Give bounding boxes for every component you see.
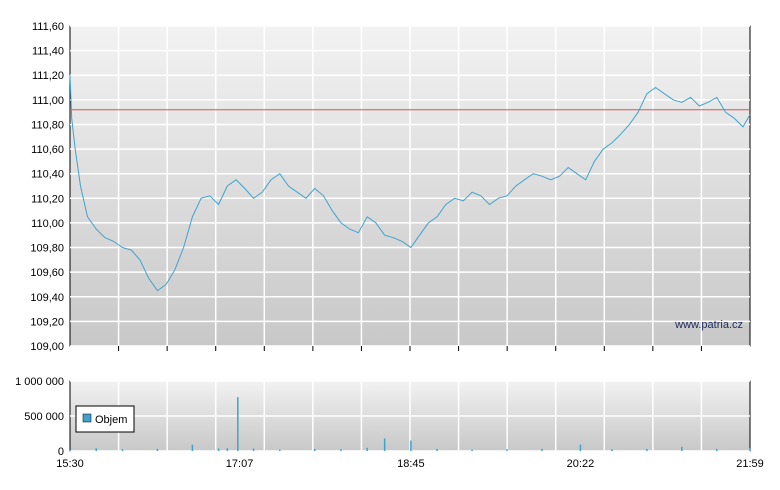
volume-grid bbox=[70, 380, 750, 452]
volume-panel: 1 000 000 500 000 0 15:30 17:07 18:45 20:22 21… bbox=[15, 376, 764, 470]
x-tick-label: 21:59 bbox=[736, 458, 764, 470]
x-tick-label: 18:45 bbox=[397, 458, 425, 470]
price-y-tick-label: 109,60 bbox=[30, 267, 64, 279]
price-y-tick-label: 110,80 bbox=[31, 119, 64, 131]
legend-label: Objem bbox=[95, 414, 127, 426]
x-tick-label: 20:22 bbox=[567, 458, 595, 470]
volume-bar bbox=[471, 449, 473, 451]
price-y-tick-label: 110,40 bbox=[31, 169, 64, 181]
volume-bars bbox=[69, 397, 751, 451]
volume-x-axis: 15:30 17:07 18:45 20:22 21:59 bbox=[56, 458, 764, 470]
price-y-tick-label: 111,60 bbox=[32, 21, 64, 33]
price-y-tick-label: 109,80 bbox=[30, 243, 64, 255]
price-y-tick-label: 111,00 bbox=[32, 95, 64, 107]
x-tick-label: 15:30 bbox=[56, 458, 84, 470]
legend-swatch bbox=[82, 413, 92, 423]
price-y-tick-label: 111,20 bbox=[32, 70, 64, 82]
price-y-tick-label: 110,20 bbox=[31, 193, 64, 205]
price-y-tick-label: 109,00 bbox=[30, 341, 64, 353]
volume-bar bbox=[716, 448, 718, 451]
price-y-tick-label: 110,00 bbox=[31, 218, 64, 230]
volume-bar bbox=[340, 449, 342, 451]
volume-bar bbox=[681, 446, 683, 451]
volume-y-tick-label: 500 000 bbox=[24, 411, 64, 423]
volume-bar bbox=[366, 447, 368, 451]
volume-bar bbox=[646, 448, 648, 451]
volume-bar bbox=[69, 449, 71, 451]
volume-bar bbox=[95, 448, 97, 451]
volume-bar bbox=[541, 448, 543, 451]
price-y-tick-label: 109,20 bbox=[30, 316, 64, 328]
volume-bar bbox=[313, 448, 316, 451]
volume-bar bbox=[156, 448, 159, 451]
x-tick-label: 17:07 bbox=[226, 458, 254, 470]
volume-bar bbox=[749, 448, 751, 451]
watermark: www.patria.cz bbox=[674, 319, 743, 331]
volume-bar bbox=[436, 448, 438, 451]
price-y-tick-label: 109,40 bbox=[30, 292, 64, 304]
volume-bar bbox=[410, 440, 412, 451]
volume-bar bbox=[226, 448, 229, 451]
volume-y-axis: 1 000 000 500 000 0 bbox=[15, 376, 64, 458]
volume-bar bbox=[217, 448, 220, 451]
volume-bar bbox=[121, 449, 124, 451]
volume-legend: Objem bbox=[75, 405, 135, 433]
price-y-axis: 111,60 111,40 111,20 111,00 110,80 110,60 110,… bbox=[30, 21, 64, 353]
volume-y-tick-label: 1 000 000 bbox=[15, 376, 64, 388]
volume-bar bbox=[252, 448, 255, 451]
volume-bar bbox=[506, 449, 508, 451]
volume-bar bbox=[579, 444, 582, 451]
price-y-tick-label: 110,60 bbox=[31, 144, 64, 156]
price-y-tick-label: 111,40 bbox=[32, 46, 64, 58]
volume-bar bbox=[383, 438, 386, 451]
price-panel: 111,60 111,40 111,20 111,00 110,80 110,60 110,… bbox=[30, 21, 751, 353]
volume-bar bbox=[279, 449, 281, 451]
volume-bar bbox=[191, 444, 194, 451]
volume-bar bbox=[611, 449, 613, 451]
volume-y-tick-label: 0 bbox=[58, 446, 64, 458]
volume-bar bbox=[237, 397, 239, 451]
price-series-line bbox=[69, 75, 751, 292]
